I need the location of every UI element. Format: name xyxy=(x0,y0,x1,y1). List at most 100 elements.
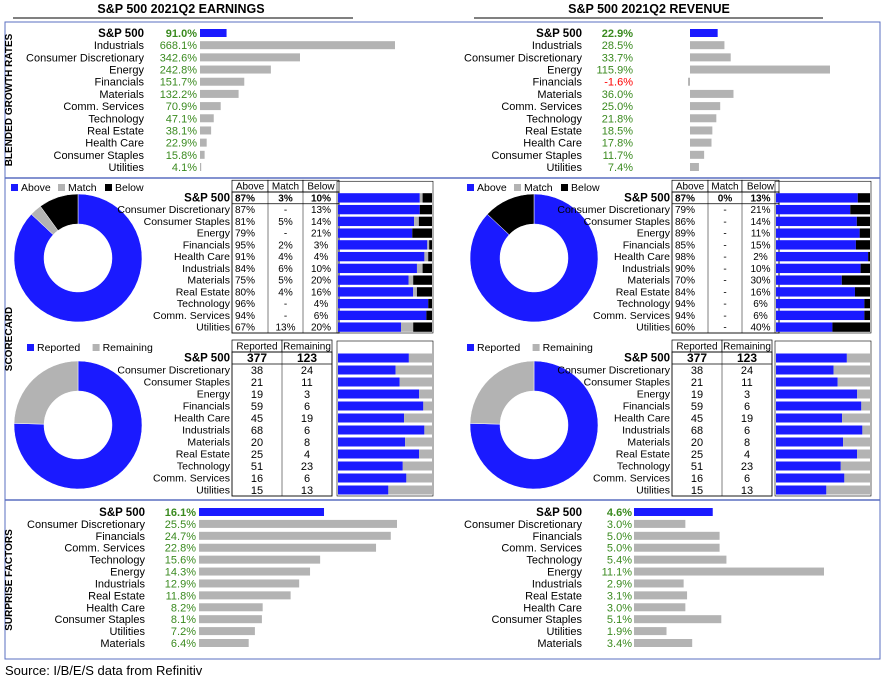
match-segment xyxy=(427,240,430,250)
value-label: 132.2% xyxy=(160,89,198,101)
category-label: Utilities xyxy=(547,162,583,174)
cell-value: 20% xyxy=(311,323,331,334)
category-label: S&P 500 xyxy=(99,507,145,519)
cell-value: 10% xyxy=(311,264,331,275)
remaining-segment xyxy=(857,389,870,399)
reported-value: 16 xyxy=(691,473,703,485)
above-segment xyxy=(776,228,860,238)
legend-swatch xyxy=(11,184,18,191)
remaining-slice xyxy=(469,360,535,425)
reported-value: 16 xyxy=(251,473,263,485)
below-segment xyxy=(856,216,870,227)
bar xyxy=(690,65,830,74)
cell-value: - xyxy=(723,276,726,287)
cell-value: 13% xyxy=(311,205,331,216)
above-slice xyxy=(469,193,599,323)
value-label: 1.9% xyxy=(607,626,632,638)
reported-segment xyxy=(338,461,403,471)
category-label: Materials xyxy=(100,638,145,650)
stack-frame xyxy=(336,180,434,334)
reported-value: 38 xyxy=(251,365,263,377)
category-label: Real Estate xyxy=(616,449,670,461)
reported-value: 20 xyxy=(251,437,263,449)
category-label: Health Care xyxy=(85,138,144,150)
category-label: Technology xyxy=(177,298,231,310)
legend-label: Match xyxy=(68,182,97,194)
source-note: Source: I/B/E/S data from Refinitiv xyxy=(5,663,203,678)
category-label: S&P 500 xyxy=(536,507,582,519)
bar xyxy=(634,531,720,540)
category-label: Comm. Services xyxy=(501,101,582,113)
category-label: Industrials xyxy=(182,263,230,275)
bar xyxy=(200,41,395,50)
below-segment xyxy=(418,216,432,227)
bar xyxy=(200,150,205,159)
value-label: 4.1% xyxy=(172,162,197,174)
category-label: S&P 500 xyxy=(536,28,582,40)
reported-value: 15 xyxy=(691,485,703,497)
category-label: Technology xyxy=(617,461,671,473)
above-segment xyxy=(338,310,427,321)
remaining-value: 4 xyxy=(304,449,310,461)
bar xyxy=(690,150,705,159)
revenue_surprise-chart: S&P 500 4.6% Consumer Discretionary 3.0% Fin… xyxy=(464,507,824,650)
revenue-reported-donut xyxy=(469,360,599,490)
reported-segment xyxy=(776,473,845,483)
value-label: 21.8% xyxy=(602,113,633,125)
category-label: Materials xyxy=(537,638,582,650)
cell-value: 13% xyxy=(275,323,295,334)
remaining-segment xyxy=(842,413,870,423)
bar xyxy=(690,114,717,123)
bar xyxy=(200,114,214,123)
category-label: Technology xyxy=(88,113,144,125)
category-label: Utilities xyxy=(636,485,670,497)
value-label: 15.8% xyxy=(166,150,197,162)
reported-segment xyxy=(776,449,858,459)
below-segment xyxy=(422,193,432,203)
remaining-segment xyxy=(861,401,870,411)
below-segment xyxy=(841,275,870,285)
above-segment xyxy=(776,287,855,297)
reported-segment xyxy=(338,473,407,483)
earnings-header: S&P 500 2021Q2 EARNINGS xyxy=(97,2,264,16)
remaining-value: 123 xyxy=(737,351,757,365)
cell-value: 84% xyxy=(675,287,695,298)
value-label: 242.8% xyxy=(160,65,198,77)
reported-segment xyxy=(776,389,858,399)
value-label: 3.1% xyxy=(607,590,632,602)
value-label: 151.7% xyxy=(160,77,198,89)
category-label: Real Estate xyxy=(88,590,145,602)
category-label: Real Estate xyxy=(525,590,582,602)
value-label: 18.5% xyxy=(602,125,633,137)
remaining-value: 6 xyxy=(304,473,310,485)
category-label: Technology xyxy=(617,298,671,310)
cell-value: 2% xyxy=(753,252,768,263)
cell-value: 14% xyxy=(311,217,331,228)
category-label: Materials xyxy=(187,437,230,449)
bar xyxy=(690,89,734,98)
bar xyxy=(200,77,245,86)
below-segment xyxy=(426,310,432,321)
category-label: Technology xyxy=(177,461,231,473)
cell-value: 87% xyxy=(675,193,695,204)
value-label: 2.9% xyxy=(607,578,632,590)
reported-segment xyxy=(338,485,389,495)
category-label: Utilities xyxy=(196,485,230,497)
reported-value: 38 xyxy=(691,365,703,377)
category-label: Industrials xyxy=(622,263,670,275)
category-label: Utilities xyxy=(109,162,145,174)
match-segment xyxy=(413,287,417,297)
legend-label: Reported xyxy=(477,342,520,354)
cell-value: 60% xyxy=(675,323,695,334)
match-segment xyxy=(408,275,414,285)
category-label: S&P 500 xyxy=(624,192,670,204)
category-label: Energy xyxy=(547,567,582,579)
earnings-reported-legend: Reported Remaining xyxy=(27,342,153,354)
category-label: Utilities xyxy=(196,322,230,334)
remaining-segment xyxy=(419,449,432,459)
remaining-segment xyxy=(408,353,432,363)
cell-value: - xyxy=(723,217,726,228)
bar xyxy=(634,567,824,576)
category-label: Health Care xyxy=(174,413,230,425)
growth-section-label: BLENDED GROWTH RATES xyxy=(4,33,15,166)
